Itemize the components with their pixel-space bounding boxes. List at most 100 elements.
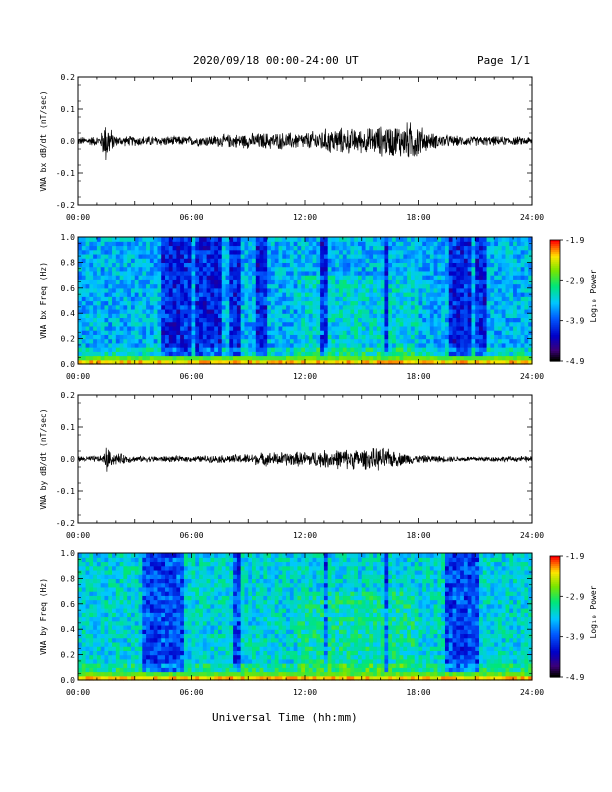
spectrogram-cell — [108, 338, 113, 344]
spectrogram-cell — [414, 304, 420, 310]
spectrogram-cell — [172, 574, 177, 579]
spectrogram-cell — [354, 308, 359, 314]
spectrogram-cell — [305, 330, 310, 335]
spectrogram-cell — [501, 351, 507, 357]
spectrogram-cell — [127, 338, 132, 344]
spectrogram-cell — [130, 313, 136, 319]
spectrogram-cell — [384, 266, 389, 272]
spectrogram-cell — [153, 296, 159, 302]
spectrogram-cell — [376, 266, 382, 272]
spectrogram-cell — [176, 296, 181, 302]
spectrogram-cell — [176, 582, 181, 588]
spectrogram-cell — [214, 296, 219, 302]
spectrogram-cell — [373, 292, 378, 297]
spectrogram-cell — [236, 342, 242, 348]
spectrogram-cell — [494, 334, 499, 340]
spectrogram-cell — [134, 603, 140, 609]
spectrogram-cell — [134, 620, 140, 626]
spectrogram-cell — [339, 355, 344, 361]
spectrogram-cell — [134, 595, 140, 601]
spectrogram-cell — [157, 270, 162, 276]
spectrogram-cell — [176, 270, 181, 276]
spectrogram-cell — [263, 304, 268, 310]
spectrogram-cell — [286, 249, 291, 255]
spectrogram-cell — [403, 359, 408, 365]
spectrogram-cell — [172, 245, 177, 251]
spectrogram-cell — [505, 283, 510, 289]
spectrogram-cell — [301, 308, 306, 314]
spectrogram-cell — [78, 237, 83, 242]
spectrogram-cell — [407, 296, 412, 302]
spectrogram-cell — [130, 258, 136, 263]
spectrogram-cell — [248, 266, 253, 272]
spectrogram-cell — [320, 330, 325, 335]
spectrogram-cell — [505, 308, 510, 314]
spectrogram-cell — [516, 330, 522, 335]
spectrogram-cell — [202, 671, 208, 677]
spectrogram-cell — [138, 347, 143, 352]
spectrogram-cell — [206, 304, 212, 310]
spectrogram-cell — [108, 347, 113, 352]
spectrogram-cell — [119, 304, 124, 310]
spectrogram-cell — [433, 308, 439, 314]
spectrogram-cell — [217, 253, 223, 259]
spectrogram-cell — [520, 253, 526, 259]
spectrogram-cell — [429, 262, 435, 268]
spectrogram-cell — [233, 262, 238, 268]
spectrogram-cell — [206, 249, 212, 255]
spectrogram-cell — [100, 620, 106, 626]
spectrogram-cell — [138, 667, 143, 673]
spectrogram-cell — [388, 300, 393, 306]
spectrogram-cell — [452, 245, 457, 251]
spectrogram-cell — [346, 270, 351, 276]
spectrogram-cell — [149, 241, 155, 247]
spectrogram-cell — [187, 304, 193, 310]
spectrogram-cell — [252, 258, 257, 263]
spectrogram-cell — [342, 351, 348, 357]
spectrogram-cell — [346, 237, 351, 242]
spectrogram-cell — [327, 347, 333, 352]
spectrogram-cell — [108, 578, 113, 584]
spectrogram-cell — [191, 646, 196, 651]
spectrogram-cell — [119, 355, 124, 361]
spectrogram-cell — [369, 249, 374, 255]
spectrogram-cell — [316, 287, 321, 293]
spectrogram-cell — [187, 258, 193, 263]
spectrogram-cell — [108, 292, 113, 297]
page-title: 2020/09/18 00:00-24:00 UT — [193, 54, 359, 67]
spectrogram-cell — [384, 283, 389, 289]
spectrogram-cell — [100, 663, 106, 668]
spectrogram-cell — [399, 330, 404, 335]
colorbar-segment — [550, 292, 560, 296]
spectrogram-cell — [180, 275, 185, 280]
spectrogram-cell — [206, 245, 212, 251]
spectrogram-cell — [236, 355, 242, 361]
spectrogram-cell — [380, 313, 386, 319]
spectrogram-cell — [236, 279, 242, 285]
spectrogram-cell — [112, 334, 117, 340]
spectrogram-cell — [119, 569, 124, 575]
spectrogram-cell — [149, 359, 155, 365]
spectrogram-cell — [278, 237, 283, 242]
spectrogram-cell — [452, 241, 457, 247]
spectrogram-cell — [376, 270, 382, 276]
spectrogram-cell — [270, 359, 276, 365]
spectrogram-cell — [157, 624, 162, 630]
spectrogram-cell — [93, 561, 98, 567]
spectrogram-cell — [297, 266, 302, 272]
spectrogram-cell — [142, 574, 147, 579]
spectrogram-cell — [183, 351, 189, 357]
spectrogram-cell — [263, 249, 268, 255]
spectrogram-cell — [410, 347, 416, 352]
spectrogram-cell — [123, 569, 128, 575]
spectrogram-cell — [89, 599, 94, 605]
spectrogram-cell — [187, 641, 193, 647]
spectrogram-cell — [165, 283, 170, 289]
spectrogram-cell — [354, 338, 359, 344]
spectrogram-cell — [248, 296, 253, 302]
spectrogram-cell — [168, 578, 174, 584]
spectrogram-cell — [528, 270, 533, 276]
spectrogram-cell — [89, 275, 94, 280]
spectrogram-cell — [172, 565, 177, 571]
spectrogram-cell — [497, 270, 503, 276]
